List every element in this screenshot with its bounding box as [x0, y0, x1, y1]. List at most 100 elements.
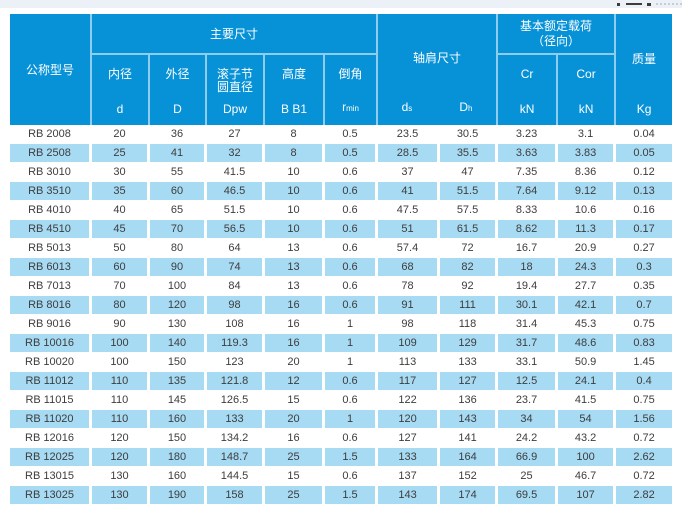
value-cell: 98: [207, 296, 265, 315]
value-cell: 23.5: [378, 125, 441, 144]
value-cell: 56.5: [207, 220, 265, 239]
value-cell: 140: [150, 334, 207, 353]
table-row: RB 5013 50 80 64 13 0.6 57.4 72 16.7 20.9 0.27: [10, 239, 673, 258]
model-cell: RB 11012: [10, 372, 92, 391]
value-cell: 0.17: [616, 220, 673, 239]
value-cell: 130: [92, 486, 150, 505]
value-cell: 20: [265, 410, 325, 429]
value-cell: 135: [150, 372, 207, 391]
value-cell: 8: [265, 125, 325, 144]
value-cell: 0.75: [616, 391, 673, 410]
value-cell: 41.5: [207, 163, 265, 182]
table-row: RB 3510 35 60 46.5 10 0.6 41 51.5 7.64 9.12 0.13: [10, 182, 673, 201]
value-cell: 41: [378, 182, 441, 201]
value-cell: 55: [150, 163, 207, 182]
value-cell: 80: [92, 296, 150, 315]
value-cell: 46.7: [558, 467, 617, 486]
value-cell: 130: [92, 467, 150, 486]
value-cell: 144.5: [207, 467, 265, 486]
value-cell: 35: [92, 182, 150, 201]
model-cell: RB 4010: [10, 201, 92, 220]
value-cell: 90: [150, 258, 207, 277]
model-cell: RB 3510: [10, 182, 92, 201]
value-cell: 7.35: [498, 163, 559, 182]
value-cell: 129: [440, 334, 499, 353]
value-cell: 120: [92, 448, 150, 467]
value-cell: 0.13: [616, 182, 673, 201]
value-cell: 0.6: [325, 296, 379, 315]
value-cell: 68: [378, 258, 441, 277]
cropped-content-dashes: [656, 3, 682, 5]
value-cell: 7.64: [498, 182, 559, 201]
value-cell: 143: [378, 486, 441, 505]
value-cell: 24.3: [558, 258, 617, 277]
value-cell: 3.63: [498, 144, 559, 163]
model-cell: RB 7013: [10, 277, 92, 296]
table-row: RB 11015 110 145 126.5 15 0.6 122 136 23.7 41.5 0.…: [10, 391, 673, 410]
table-row: RB 11012 110 135 121.8 12 0.6 117 127 12.5 24.1 0.…: [10, 372, 673, 391]
value-cell: 46.5: [207, 182, 265, 201]
value-cell: 70: [92, 277, 150, 296]
value-cell: 50: [92, 239, 150, 258]
value-cell: 100: [558, 448, 617, 467]
header-mass-unit: Kg: [636, 102, 652, 116]
spec-table: 公称型号 主要尺寸 轴肩尺寸 ds Dh 基本额定: [10, 14, 673, 505]
value-cell: 126.5: [207, 391, 265, 410]
value-cell: 164: [440, 448, 499, 467]
value-cell: 2.82: [616, 486, 673, 505]
value-cell: 82: [440, 258, 499, 277]
value-cell: 100: [150, 277, 207, 296]
value-cell: 13: [265, 239, 325, 258]
value-cell: 69.5: [498, 486, 559, 505]
value-cell: 15: [265, 467, 325, 486]
value-cell: 9.12: [558, 182, 617, 201]
value-cell: 90: [92, 315, 150, 334]
value-cell: 10: [265, 163, 325, 182]
value-cell: 51.5: [440, 182, 499, 201]
value-cell: 1: [325, 410, 379, 429]
value-cell: 84: [207, 277, 265, 296]
value-cell: 123: [207, 353, 265, 372]
value-cell: 2.62: [616, 448, 673, 467]
value-cell: 18: [498, 258, 559, 277]
value-cell: 8: [265, 144, 325, 163]
value-cell: 25: [265, 448, 325, 467]
value-cell: 37: [378, 163, 441, 182]
value-cell: 0.6: [325, 182, 379, 201]
model-cell: RB 11015: [10, 391, 92, 410]
value-cell: 98: [378, 315, 441, 334]
value-cell: 0.16: [616, 201, 673, 220]
value-cell: 91: [378, 296, 441, 315]
header-chamfer: 倒角 rmin: [325, 55, 379, 125]
value-cell: 143: [440, 410, 499, 429]
header-model-label: 公称型号: [25, 63, 74, 77]
value-cell: 28.5: [378, 144, 441, 163]
model-cell: RB 5013: [10, 239, 92, 258]
value-cell: 0.6: [325, 391, 379, 410]
model-cell: RB 3010: [10, 163, 92, 182]
value-cell: 74: [207, 258, 265, 277]
model-cell: RB 8016: [10, 296, 92, 315]
value-cell: 119.3: [207, 334, 265, 353]
value-cell: 0.6: [325, 163, 379, 182]
model-cell: RB 13025: [10, 486, 92, 505]
table-row: RB 9016 90 130 108 16 1 98 118 31.4 45.3 0.75: [10, 315, 673, 334]
cropped-content-mark: [647, 3, 651, 6]
value-cell: 0.6: [325, 372, 379, 391]
table-row: RB 7013 70 100 84 13 0.6 78 92 19.4 27.7 0.35: [10, 277, 673, 296]
value-cell: 10: [265, 201, 325, 220]
value-cell: 1.5: [325, 448, 379, 467]
model-cell: RB 12016: [10, 429, 92, 448]
value-cell: 41: [150, 144, 207, 163]
value-cell: 30.1: [498, 296, 559, 315]
value-cell: 70: [150, 220, 207, 239]
value-cell: 8.62: [498, 220, 559, 239]
value-cell: 40: [92, 201, 150, 220]
value-cell: 8.33: [498, 201, 559, 220]
value-cell: 1.5: [325, 486, 379, 505]
value-cell: 117: [378, 372, 441, 391]
value-cell: 121.8: [207, 372, 265, 391]
value-cell: 12: [265, 372, 325, 391]
header-mass: 质量 Kg: [616, 14, 673, 125]
value-cell: 174: [440, 486, 499, 505]
